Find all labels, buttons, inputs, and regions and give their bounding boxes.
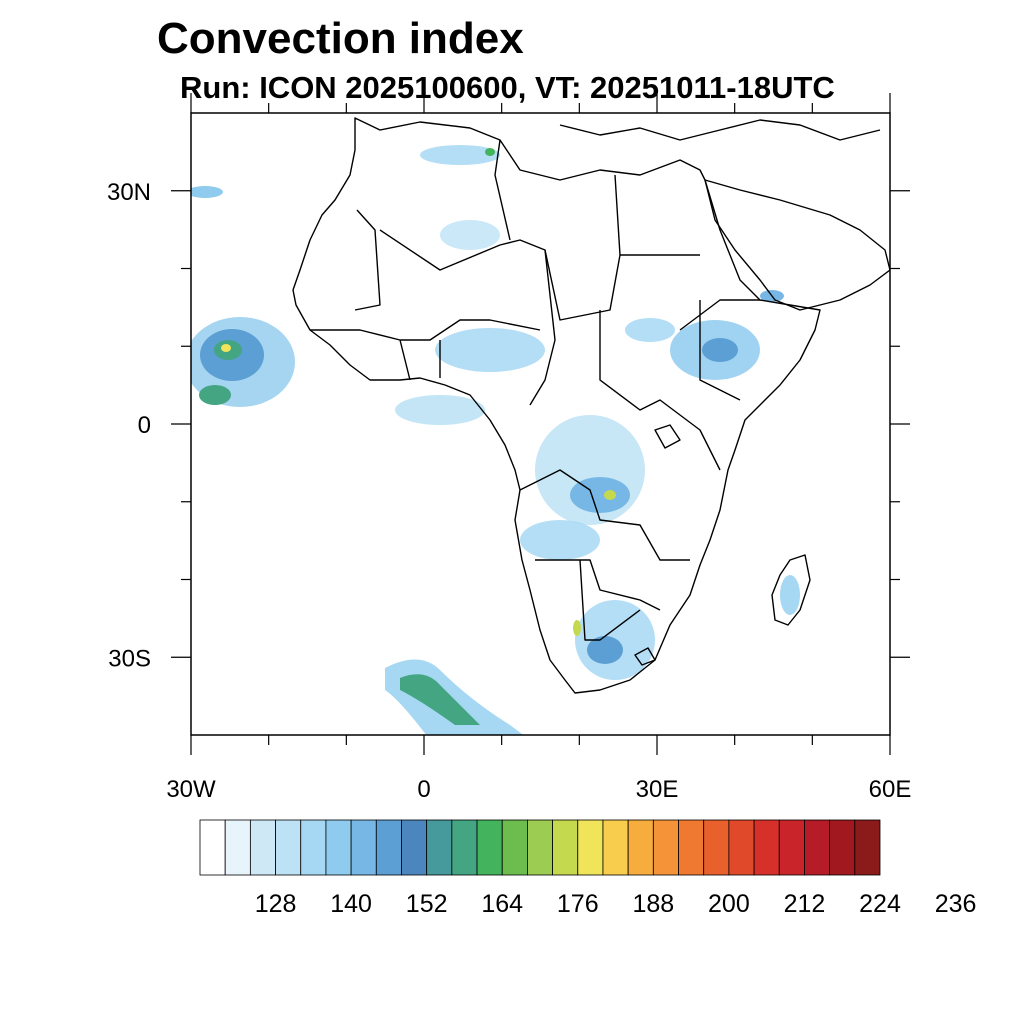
convection-cell — [400, 674, 480, 725]
colorbar-swatch — [627, 819, 654, 876]
colorbar-label: 152 — [406, 890, 448, 918]
x-tick-label: 30E — [636, 776, 679, 803]
y-tick-label: 30N — [107, 179, 151, 206]
arabia-coastline — [704, 179, 890, 311]
x-tick-label: 60E — [869, 776, 912, 803]
colorbar-label: 176 — [557, 890, 599, 918]
convection-cell — [573, 620, 581, 636]
colorbar-swatch — [401, 819, 428, 876]
convection-cell — [702, 338, 738, 362]
colorbar-swatch — [552, 819, 579, 876]
lesotho-border — [634, 647, 656, 666]
colorbar: 128 140 152 164 176 188 200 212 224 236 — [199, 819, 977, 918]
country-borders — [354, 209, 700, 321]
convection-cell — [385, 659, 524, 735]
colorbar-swatch — [199, 819, 226, 876]
x-tick-label: 30W — [166, 776, 216, 803]
colorbar-swatch — [753, 819, 780, 876]
colorbar-label: 188 — [632, 890, 674, 918]
y-tick-label: 0 — [138, 412, 151, 439]
europe-coastline — [559, 119, 881, 141]
colorbar-swatch — [854, 819, 881, 876]
colorbar-swatch — [678, 819, 705, 876]
chart-title: Convection index — [157, 14, 524, 63]
colorbar-swatch — [451, 819, 478, 876]
country-borders — [679, 299, 760, 401]
colorbar-swatch — [300, 819, 327, 876]
convection-cell — [191, 186, 223, 198]
lake-victoria — [654, 424, 681, 449]
colorbar-swatch — [703, 819, 730, 876]
africa-coastline — [292, 117, 821, 694]
convection-cell — [395, 395, 485, 425]
convection-cell — [221, 344, 231, 352]
convection-field — [191, 145, 800, 735]
convection-cell — [420, 145, 500, 165]
colorbar-swatch — [527, 819, 553, 876]
colorbar-swatch — [652, 819, 679, 876]
madagascar-coastline — [771, 554, 811, 626]
country-borders — [310, 319, 541, 381]
convection-cell — [435, 328, 545, 372]
colorbar-swatch — [476, 819, 503, 876]
colorbar-swatch — [350, 819, 377, 876]
colorbar-swatch — [426, 819, 453, 876]
colorbar-label: 212 — [784, 890, 826, 918]
convection-cell — [520, 520, 600, 560]
country-borders — [494, 139, 721, 471]
convection-cell — [604, 490, 616, 500]
colorbar-swatch — [249, 819, 276, 876]
convection-cell — [780, 575, 800, 615]
convection-cell — [485, 148, 495, 156]
y-tick-label: 30S — [108, 645, 151, 672]
country-borders — [519, 469, 690, 641]
colorbar-label: 224 — [859, 890, 901, 918]
colorbar-swatch — [224, 819, 251, 876]
colorbar-swatch — [577, 819, 604, 876]
colorbar-label: 200 — [708, 890, 750, 918]
axis-ticks: 30W 0 30E 60E 30N 0 30S — [107, 93, 911, 803]
colorbar-label: 236 — [935, 890, 977, 918]
colorbar-label: 164 — [481, 890, 523, 918]
colorbar-swatch — [325, 819, 352, 876]
colorbar-label: 140 — [330, 890, 372, 918]
colorbar-swatch — [728, 819, 755, 876]
colorbar-swatch — [501, 819, 528, 876]
colorbar-swatch — [375, 819, 402, 876]
colorbar-swatch — [804, 819, 831, 876]
map-frame — [190, 112, 891, 736]
colorbar-swatch — [829, 819, 856, 876]
x-tick-label: 0 — [417, 776, 430, 803]
colorbar-swatch — [778, 819, 805, 876]
colorbar-swatch — [602, 819, 629, 876]
convection-cell — [440, 220, 500, 250]
convection-cell — [199, 385, 231, 405]
chart-subtitle: Run: ICON 2025100600, VT: 20251011-18UTC — [180, 70, 835, 105]
convection-cell — [587, 636, 623, 664]
convection-cell — [625, 318, 675, 342]
colorbar-label: 128 — [255, 890, 297, 918]
coastlines — [292, 117, 890, 694]
colorbar-swatch — [275, 819, 302, 876]
